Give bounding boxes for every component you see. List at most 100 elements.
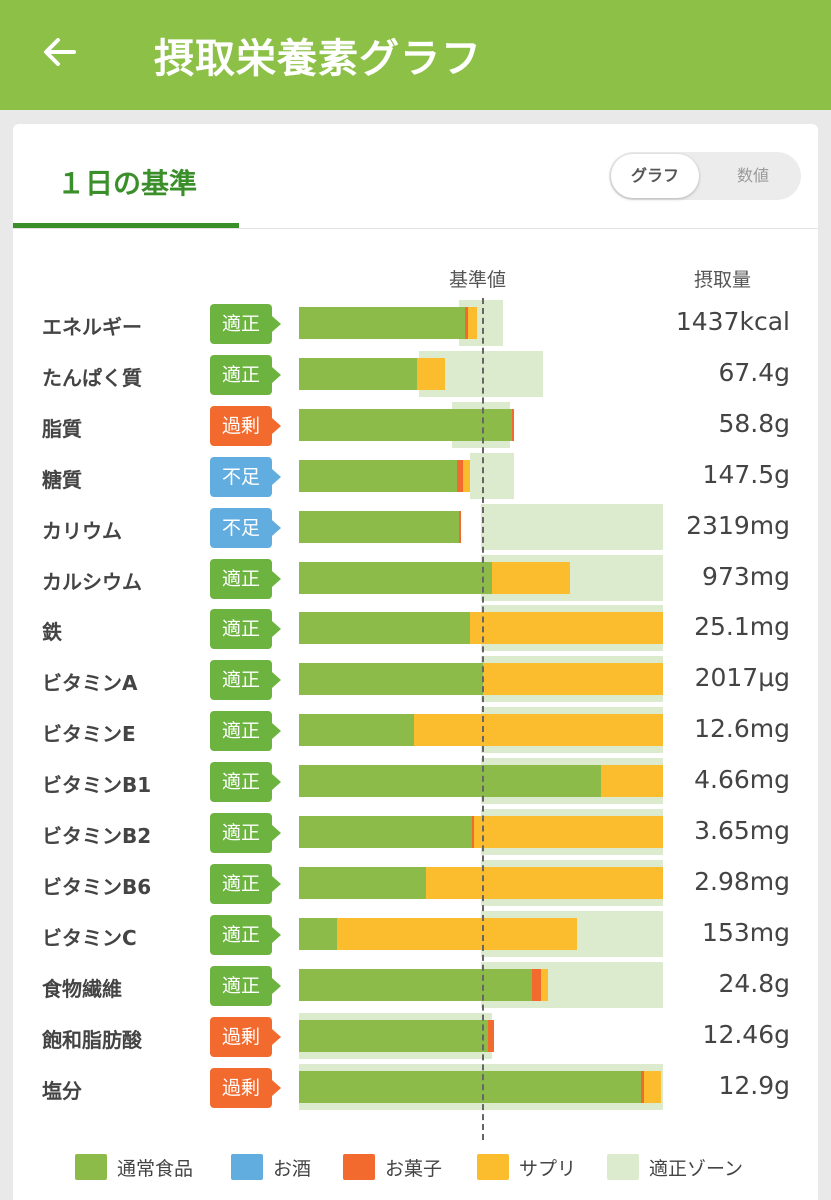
intake-value: 12.6mg [694,714,790,744]
intake-value: 2319mg [686,510,790,540]
nutrient-name: ビタミンB1 [42,773,152,798]
intake-value: 58.8g [718,408,790,438]
legend-swatch [231,1154,263,1180]
normal-food-bar [299,612,471,645]
status-badge: 適正 [210,813,281,853]
bar-track [299,503,663,555]
toggle-graph-button[interactable]: グラフ [611,154,699,198]
toggle-value-button[interactable]: 数値 [736,166,769,185]
nutrient-row: ビタミンB2 適正 3.65mg [13,809,818,860]
page-title: 摂取栄養素グラフ [154,36,482,82]
supplement-bar [482,663,663,696]
normal-food-bar [299,408,512,441]
status-badge: 過剰 [210,1067,281,1108]
status-badge: 適正 [210,304,281,344]
bar-track [299,758,663,809]
bar-track [299,707,663,758]
nutrient-name: ビタミンC [42,925,137,950]
normal-food-bar [299,459,458,492]
normal-food-bar [299,866,427,899]
normal-food-bar [299,917,338,950]
legend-swatch [343,1154,375,1180]
optimal-zone [481,503,663,550]
nutrient-row: 食物繊維 適正 24.8g [13,961,818,1013]
legend-swatch [607,1154,639,1180]
supplement-bar [601,765,663,798]
intake-value: 2017μg [694,663,790,693]
status-badge: 不足 [210,456,281,497]
nutrient-name: カリウム [42,518,122,543]
nutrient-name: ビタミンA [42,671,138,696]
tab-daily-standard[interactable]: １日の基準 [13,124,239,228]
bar-track [299,859,663,911]
nutrient-name: カルシウム [42,569,142,594]
intake-value: 67.4g [718,357,790,387]
intake-value: 1437kcal [675,307,790,336]
snack-bar [459,510,462,543]
normal-food-bar [299,357,418,390]
normal-food-bar [299,561,492,594]
nutrient-row: 糖質 不足 147.5g [13,452,818,504]
nutrient-name: ビタミンB6 [42,874,152,899]
bar-track [299,910,663,962]
supplement-bar [413,714,663,747]
nutrient-row: 塩分 過剰 12.9g [13,1063,818,1115]
optimal-zone [470,452,514,499]
intake-value: 153mg [702,917,790,947]
normal-food-bar [299,307,465,339]
bar-track [299,350,663,402]
nutrient-row: ビタミンB6 適正 2.98mg [13,859,818,911]
supplement-bar [337,917,578,950]
status-badge: 適正 [210,660,281,701]
supplement-bar [417,357,445,390]
snack-bar [531,968,542,1001]
status-badge: 適正 [210,558,281,599]
intake-column-header: 摂取量 [694,269,752,291]
bar-track [299,452,663,504]
supplement-bar [467,307,477,339]
intake-value: 3.65mg [694,816,790,845]
legend-label: お酒 [273,1158,312,1180]
tab-active-indicator [13,223,239,228]
snack-bar [488,1019,494,1052]
bar-track [299,809,664,860]
nutrient-name: エネルギー [42,315,142,339]
nutrient-row: ビタミンA 適正 2017μg [13,656,818,707]
legend-label: 適正ゾーン [649,1158,744,1180]
nutrient-name: ビタミンE [42,722,136,747]
arrow-left-icon[interactable] [36,28,84,76]
status-badge: 適正 [210,354,281,395]
supplement-bar [491,561,571,594]
nutrient-name: 塩分 [42,1078,82,1103]
intake-value: 12.46g [702,1019,790,1049]
normal-food-bar [299,1070,642,1103]
status-badge: 適正 [210,762,281,803]
intake-value: 973mg [702,561,790,591]
snack-bar [471,816,474,848]
tab-label: １日の基準 [57,167,198,200]
snack-bar [457,459,463,492]
status-badge: 適正 [210,863,281,904]
status-badge: 過剰 [210,405,281,446]
intake-value: 147.5g [702,459,790,489]
nutrient-name: 鉄 [42,620,62,645]
legend-swatch [477,1154,509,1180]
status-badge: 適正 [210,965,281,1006]
status-badge: 過剰 [210,1016,281,1057]
normal-food-bar [299,510,460,543]
normal-food-bar [299,765,602,798]
bar-track [299,1012,663,1064]
normal-food-bar [299,1019,489,1052]
bar-track [299,961,663,1013]
nutrient-row: エネルギー 適正 1437kcal [13,300,818,351]
status-badge: 不足 [210,507,281,548]
status-badge: 適正 [210,914,281,955]
view-toggle[interactable]: グラフ 数値 [609,152,801,200]
nutrient-row: カリウム 不足 2319mg [13,503,818,555]
nutrient-row: 鉄 適正 25.1mg [13,605,818,656]
bar-track [299,554,663,606]
legend-label: お菓子 [385,1158,443,1180]
supplement-bar [462,459,471,492]
nutrient-name: たんぱく質 [42,365,142,390]
nutrient-row: 飽和脂肪酸 過剰 12.46g [13,1012,818,1064]
